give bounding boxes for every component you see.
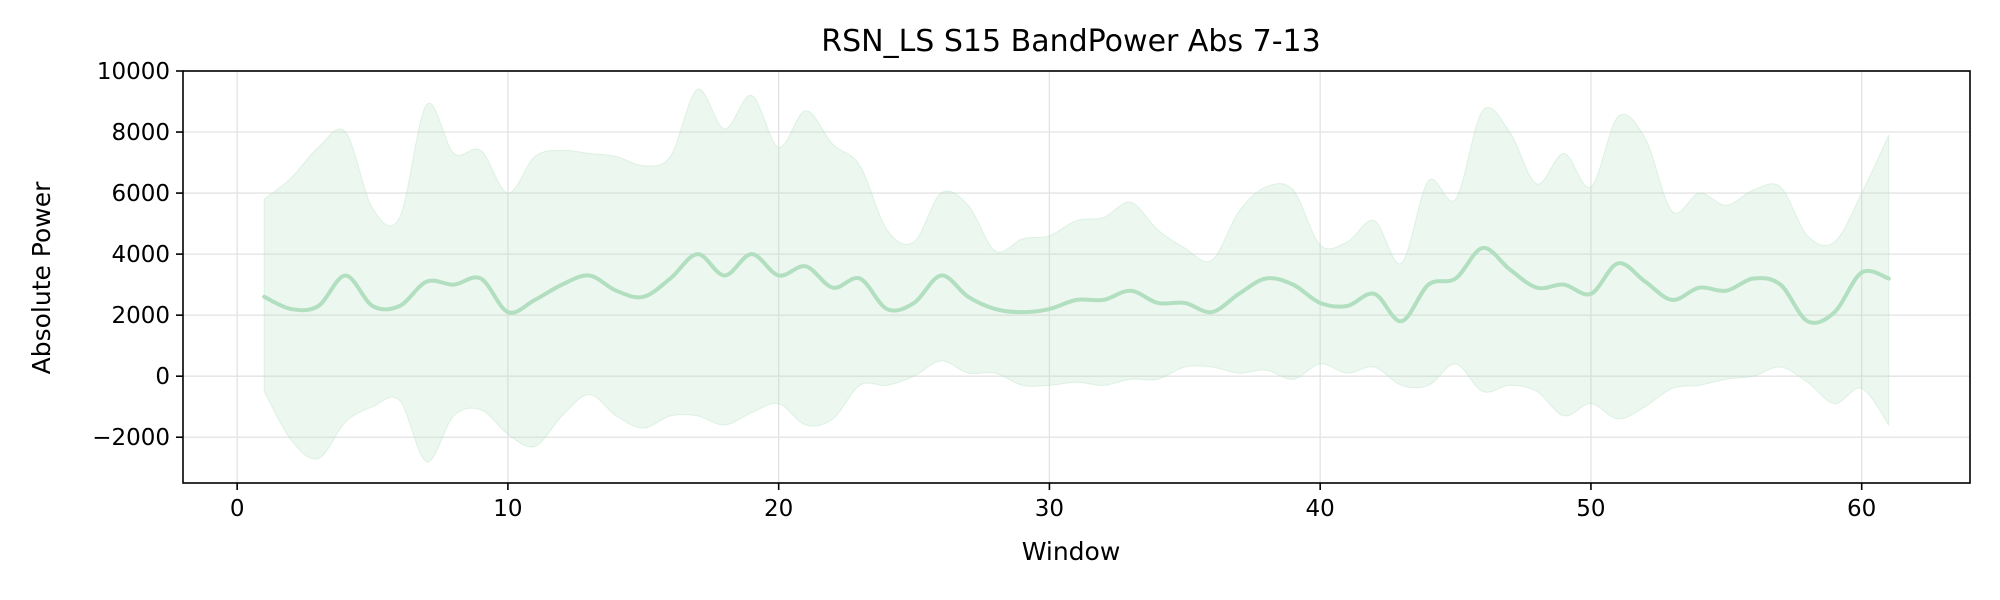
x-tick-label: 30: [1035, 496, 1064, 522]
x-tick-label: 60: [1847, 496, 1876, 522]
x-tick-label: 0: [230, 496, 245, 522]
x-tick-label: 20: [764, 496, 793, 522]
y-axis-label: Absolute Power: [27, 181, 56, 375]
y-tick-label: 2000: [111, 303, 170, 329]
x-tick-label: 10: [493, 496, 522, 522]
y-tick-label: 4000: [111, 242, 170, 268]
y-tick-label: 8000: [111, 120, 170, 146]
chart-title: RSN_LS S15 BandPower Abs 7-13: [821, 24, 1320, 59]
plot-frame: [182, 70, 1971, 484]
y-tick-label: 10000: [97, 59, 170, 85]
y-tick-label: 6000: [111, 181, 170, 207]
x-tick-label: 50: [1576, 496, 1605, 522]
y-tick-label: 0: [155, 364, 170, 390]
y-tick-label: −2000: [92, 425, 170, 451]
series-line: [262, 246, 1891, 325]
confidence-band: [263, 88, 1890, 463]
x-tick-label: 40: [1306, 496, 1335, 522]
x-axis-label: Window: [1022, 537, 1121, 566]
